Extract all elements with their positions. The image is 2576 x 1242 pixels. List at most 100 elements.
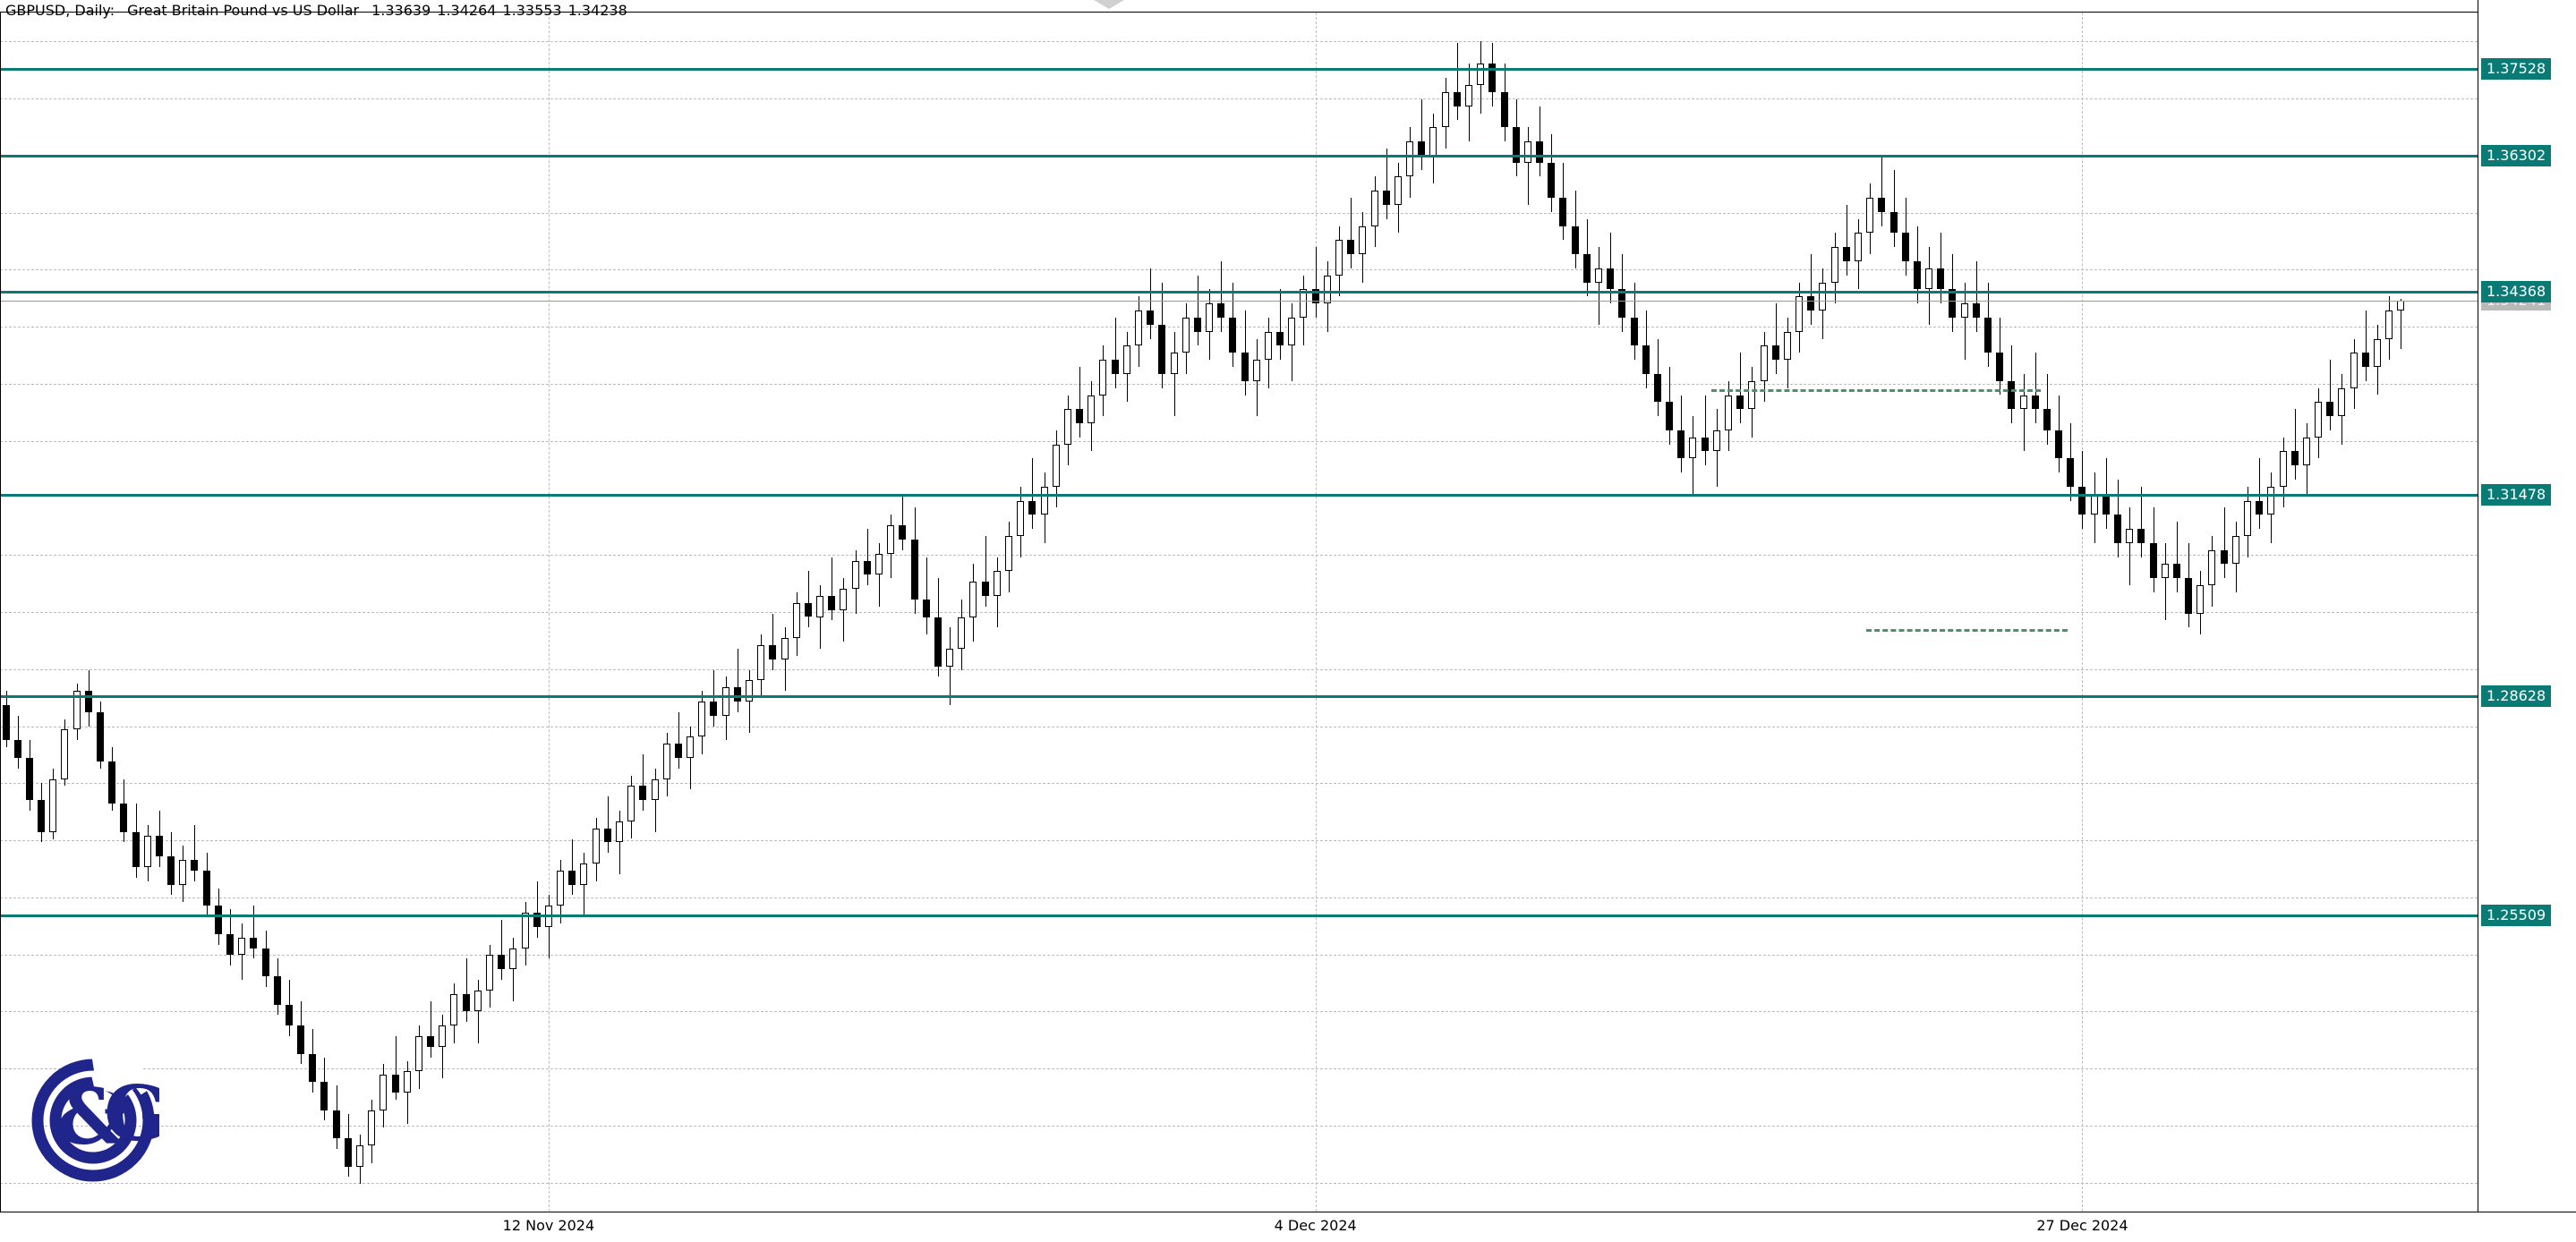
candle-wick — [713, 669, 714, 727]
instrument-description: Great Britain Pound vs US Dollar — [127, 1, 360, 19]
candle-body-bullish — [2279, 451, 2288, 487]
scroll-marker-icon[interactable] — [1094, 0, 1124, 9]
candle-body-bullish — [651, 778, 660, 801]
candle-body-bullish — [1087, 395, 1096, 423]
candle-wick — [1421, 98, 1422, 170]
candle-body-bullish — [627, 786, 635, 821]
candle-body-bullish — [1335, 240, 1343, 276]
level-price-label[interactable]: 1.28628 — [2481, 685, 2552, 707]
support-resistance-line[interactable] — [0, 694, 2478, 698]
candle-body-bearish — [226, 933, 235, 956]
candle-body-bullish — [1052, 444, 1061, 487]
price-plot-area[interactable] — [0, 13, 2478, 1212]
candle-body-bearish — [768, 645, 777, 659]
candle-wick — [1740, 353, 1741, 423]
candle-body-bearish — [155, 835, 164, 857]
ohlc-open: 1.33639 — [371, 1, 431, 19]
candle-body-bullish — [1760, 345, 1769, 381]
candle-body-bearish — [1216, 303, 1225, 318]
level-price-label[interactable]: 1.37528 — [2481, 58, 2552, 81]
date-axis-tick: 12 Nov 2024 — [502, 1217, 595, 1234]
candle-body-bullish — [756, 645, 765, 681]
candle-body-bearish — [1488, 64, 1497, 92]
candle-body-bearish — [344, 1138, 353, 1167]
symbol-timeframe-label: GBPUSD, Daily: — [5, 1, 115, 19]
vertical-gridline — [1315, 13, 1317, 1212]
candle-body-bearish — [1877, 198, 1886, 212]
candle-body-bearish — [1983, 317, 1992, 353]
support-resistance-line[interactable] — [0, 68, 2478, 72]
candle-body-bullish — [367, 1110, 376, 1145]
candle-body-bearish — [2290, 451, 2299, 466]
candle-body-bearish — [2361, 353, 2370, 367]
candle-body-bearish — [308, 1053, 317, 1083]
candle-body-bearish — [497, 955, 506, 970]
candle-wick — [950, 627, 951, 705]
candle-body-bearish — [1842, 247, 1851, 261]
trend-level-dashed[interactable] — [1711, 389, 2041, 393]
candle-wick — [655, 768, 656, 832]
candle-body-bearish — [1512, 127, 1521, 163]
candle-wick — [1811, 254, 1812, 325]
support-resistance-line[interactable] — [0, 290, 2478, 293]
candle-wick — [985, 535, 986, 607]
candle-body-bullish — [2207, 549, 2216, 586]
candle-body-bearish — [2077, 486, 2086, 515]
candle-body-bullish — [993, 571, 1002, 596]
candle-body-bullish — [1264, 331, 1273, 361]
candle-wick — [572, 838, 573, 896]
price-axis[interactable] — [2478, 0, 2576, 1212]
candle-body-bearish — [1972, 303, 1981, 318]
candle-body-bullish — [592, 828, 601, 864]
candle-body-bearish — [1889, 211, 1898, 234]
candle-wick — [1705, 395, 1706, 466]
candle-body-bullish — [1394, 176, 1403, 205]
candle-body-bearish — [1547, 162, 1556, 199]
candle-body-bullish — [1747, 380, 1756, 410]
candle-body-bullish — [2302, 437, 2311, 466]
candle-body-bullish — [485, 955, 494, 991]
candle-wick — [1976, 260, 1977, 332]
candle-wick — [926, 557, 927, 635]
chart-header: GBPUSD, Daily: Great Britain Pound vs US… — [0, 0, 627, 20]
candle-body-bullish — [2314, 402, 2323, 438]
level-price-label[interactable]: 1.25509 — [2481, 905, 2552, 927]
horizontal-gridline — [0, 1125, 2478, 1127]
candle-body-bullish — [1960, 303, 1969, 318]
candle-body-bearish — [934, 617, 943, 667]
level-price-label[interactable]: 1.31478 — [2481, 484, 2552, 506]
candle-body-bullish — [839, 589, 848, 610]
date-axis-tick: 4 Dec 2024 — [1274, 1217, 1357, 1234]
candle-body-bearish — [1571, 225, 1580, 255]
candle-body-bearish — [214, 906, 223, 934]
trend-level-dashed[interactable] — [1866, 628, 2068, 632]
candle-body-bearish — [296, 1025, 305, 1054]
candle-body-bullish — [1299, 289, 1308, 318]
level-price-label[interactable]: 1.34368 — [2481, 280, 2552, 302]
candle-body-bearish — [638, 786, 647, 801]
candle-wick — [749, 669, 750, 734]
candle-body-bearish — [1193, 317, 1202, 332]
support-resistance-line[interactable] — [0, 154, 2478, 157]
candle-body-bullish — [1464, 85, 1473, 106]
candle-wick — [1386, 148, 1387, 219]
horizontal-gridline — [0, 555, 2478, 557]
ohlc-close: 1.34238 — [567, 1, 627, 19]
candle-body-bearish — [202, 870, 211, 906]
horizontal-gridline — [0, 269, 2478, 271]
candle-body-bullish — [1795, 296, 1804, 332]
level-price-label[interactable]: 1.36302 — [2481, 144, 2552, 166]
candle-body-bearish — [107, 761, 116, 804]
candle-body-bearish — [1311, 289, 1320, 304]
candle-wick — [1965, 282, 1966, 361]
candle-body-bullish — [1724, 395, 1733, 430]
candle-body-bearish — [910, 539, 919, 600]
support-resistance-line[interactable] — [0, 494, 2478, 498]
candle-body-bullish — [1924, 268, 1933, 290]
support-resistance-line[interactable] — [0, 914, 2478, 918]
candle-body-bullish — [1170, 353, 1179, 374]
candle-body-bearish — [2102, 493, 2111, 515]
candle-body-bearish — [567, 870, 576, 885]
candle-wick — [1894, 169, 1895, 248]
candle-body-bullish — [48, 778, 57, 832]
